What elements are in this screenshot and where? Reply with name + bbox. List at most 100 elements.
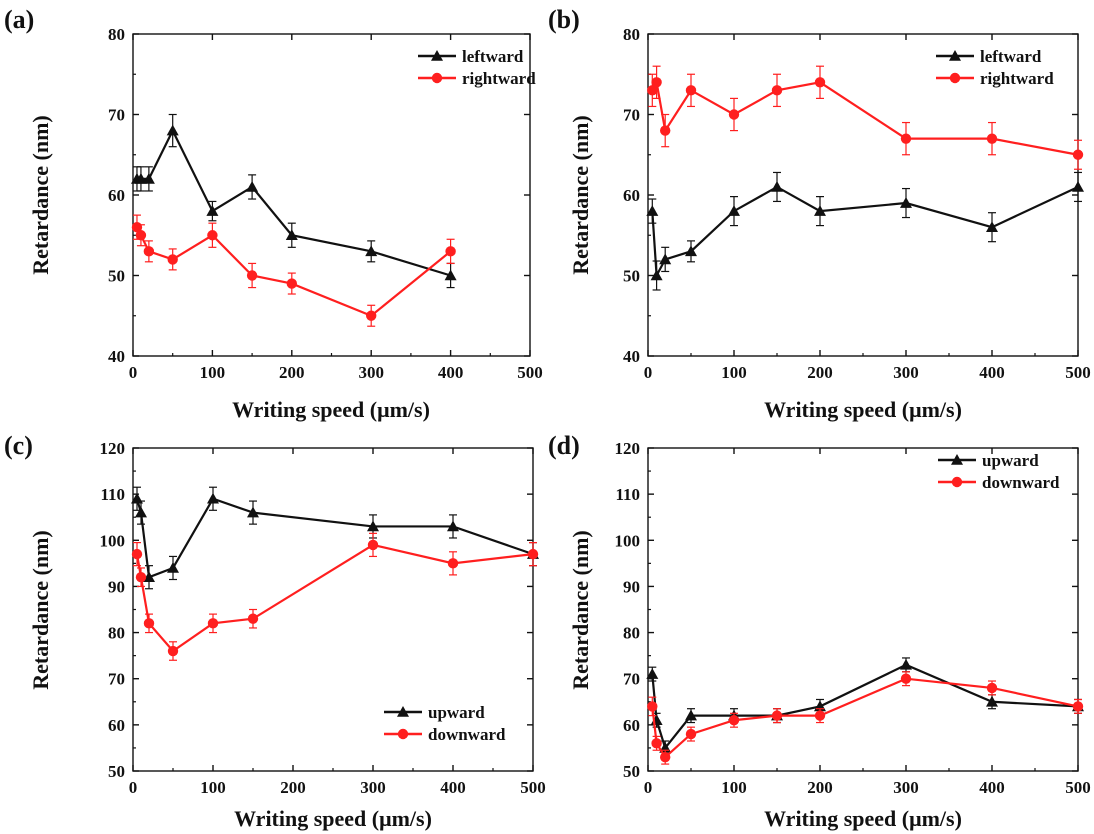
x-tick-label: 200 [807,778,833,797]
legend-marker [397,706,409,717]
legend-marker [397,728,409,740]
x-tick-label: 400 [979,778,1005,797]
data-point [1072,149,1084,160]
y-tick-label: 90 [623,577,640,596]
y-tick-label: 50 [623,762,640,781]
y-tick-label: 80 [108,25,125,44]
series-rightward [647,65,1084,170]
x-tick-label: 500 [1065,778,1091,797]
data-point [135,506,147,518]
data-point [659,253,672,265]
data-point [166,124,179,136]
data-point [286,278,297,289]
y-tick-label: 120 [615,439,641,458]
data-point [143,246,155,257]
data-point [367,539,379,551]
panel-label: (d) [548,431,580,460]
x-tick-label: 0 [129,778,138,797]
data-point [986,695,998,707]
panel-1: (b) 0 100 200 300 400 500 40 50 60 70 80 Writing spe… [548,5,1091,422]
x-axis-title: Writing speed (μm/s) [234,806,432,831]
data-point [814,205,826,216]
y-tick-label: 70 [623,670,640,689]
series-downward [647,671,1084,765]
x-tick-label: 200 [280,778,306,797]
y-tick-label: 70 [108,670,125,689]
series-line [651,663,1079,751]
data-point [246,270,258,281]
y-tick-label: 60 [623,186,640,205]
data-point [207,492,219,504]
x-axis-title: Writing speed (μm/s) [764,806,962,831]
legend-label: downward [428,725,506,744]
data-point [660,751,671,763]
legend-marker [951,454,963,465]
x-axis-title: Writing speed (μm/s) [764,397,962,422]
series-line [651,78,1079,156]
data-point [1072,180,1084,192]
data-point [131,548,143,560]
data-point [167,254,178,265]
x-tick-label: 500 [520,778,546,797]
data-point [1072,701,1084,712]
y-tick-label: 80 [623,25,640,44]
series-downward [131,532,539,661]
data-point [447,520,459,532]
data-point [646,668,659,679]
x-tick-label: 300 [893,363,919,382]
data-point [728,109,740,120]
y-tick-label: 40 [108,347,125,366]
data-point [285,229,298,241]
y-tick-label: 50 [108,267,125,286]
y-tick-label: 90 [108,577,125,596]
x-axis-title: Writing speed (μm/s) [232,397,430,422]
x-tick-label: 100 [721,778,747,797]
data-point [647,85,658,96]
data-point [647,701,658,712]
legend: upward downward [384,703,506,744]
y-tick-label: 120 [100,439,126,458]
data-point [143,618,155,629]
legend-label: leftward [462,47,524,66]
x-tick-label: 500 [1065,363,1091,382]
legend-label: upward [428,703,485,722]
y-tick-label: 40 [623,347,640,366]
data-point [771,85,783,96]
x-tick-label: 400 [979,363,1005,382]
data-point [365,245,378,257]
data-point [685,709,697,721]
y-tick-label: 110 [100,485,125,504]
legend-label: rightward [980,69,1054,88]
legend-marker [949,72,961,84]
x-tick-label: 100 [200,778,226,797]
data-point [366,310,377,321]
x-tick-label: 100 [200,363,226,382]
data-point [986,221,998,232]
data-point [685,245,697,257]
series-leftward [130,113,457,289]
x-tick-label: 0 [644,778,653,797]
data-point [900,197,912,208]
series-line [135,497,534,579]
x-tick-label: 0 [129,363,138,382]
legend-marker [431,72,443,84]
x-tick-label: 200 [807,363,833,382]
data-point [167,561,179,573]
y-axis-title: Retardance (nm) [568,530,593,689]
data-point [685,728,697,740]
series-line [651,185,1079,280]
data-point [142,172,155,184]
x-tick-label: 100 [721,363,747,382]
legend: leftward rightward [936,47,1054,88]
plot-frame [132,447,534,772]
data-point [207,230,218,241]
data-point [444,269,457,281]
series-leftward [646,171,1084,291]
y-tick-label: 50 [623,267,640,286]
y-axis-title: Retardance (nm) [568,115,593,274]
legend-label: rightward [462,69,536,88]
panel-2: (c) 0 100 200 300 400 500 50 60 70 80 90 100 110 120 Wr… [4,431,546,831]
data-point [206,205,219,216]
y-tick-label: 50 [108,762,125,781]
data-point [900,673,912,684]
